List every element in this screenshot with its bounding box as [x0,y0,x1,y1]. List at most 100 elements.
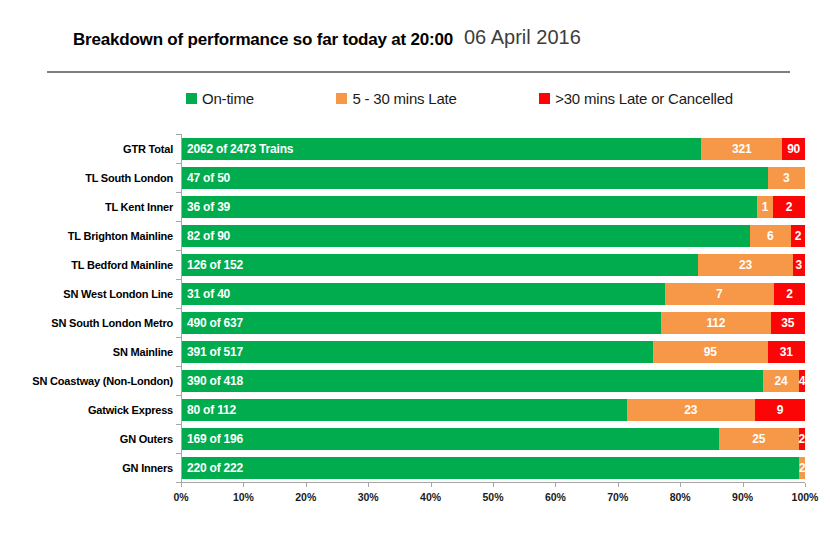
bar-segment-ontime: 2062 of 2473 Trains [181,138,701,160]
category-label: SN West London Line [0,288,181,300]
bar-track: 126 of 152233 [181,254,805,276]
bar-segment-cancelled: 2 [791,225,805,247]
x-axis-tick-label: 0% [159,491,203,503]
legend-swatch-icon [186,93,197,104]
bar-segment-late: 24 [763,370,799,392]
report-date: 06 April 2016 [464,26,581,49]
x-axis-tick [431,483,432,487]
x-axis-tick-label: 20% [284,491,328,503]
bar-segment-cancelled: 2 [774,283,805,305]
category-label: GN Inners [0,462,181,474]
x-axis-tick-label: 80% [658,491,702,503]
y-axis-line [181,134,182,482]
bar-segment-ontime: 82 of 90 [181,225,750,247]
x-axis-tick [368,483,369,487]
y-axis-tick [176,279,181,280]
category-label: GN Outers [0,433,181,445]
x-axis-tick [805,483,806,487]
y-axis-tick [176,395,181,396]
legend-label: On-time [202,90,254,107]
category-label: SN South London Metro [0,317,181,329]
x-axis-tick [743,483,744,487]
y-axis-tick [176,366,181,367]
bar-segment-ontime: 490 of 637 [181,312,661,334]
bar-segment-late: 6 [750,225,792,247]
category-label: SN Mainline [0,346,181,358]
bar-segment-ontime: 31 of 40 [181,283,665,305]
bar-segment-cancelled: 2 [773,196,805,218]
bar-segment-ontime: 220 of 222 [181,457,799,479]
bar-track: 82 of 9062 [181,225,805,247]
legend-item-2: >30 mins Late or Cancelled [539,90,733,107]
x-axis-tick-label: 50% [471,491,515,503]
y-axis-tick [176,308,181,309]
chart-row: SN West London Line31 of 4072 [0,279,830,308]
bar-track: 169 of 196252 [181,428,805,450]
bar-segment-late: 112 [661,312,771,334]
chart-row: SN Mainline391 of 5179531 [0,337,830,366]
bar-segment-cancelled: 2 [799,428,805,450]
chart-row: GN Outers169 of 196252 [0,424,830,453]
legend-swatch-icon [336,93,347,104]
bar-track: 47 of 503 [181,167,805,189]
bar-segment-cancelled: 3 [793,254,805,276]
legend-item-1: 5 - 30 mins Late [336,90,456,107]
chart-row: SN South London Metro490 of 63711235 [0,308,830,337]
y-axis-tick [176,134,181,135]
chart-row: TL Bedford Mainline126 of 152233 [0,250,830,279]
bar-track: 390 of 418244 [181,370,805,392]
bar-segment-late: 1 [757,196,773,218]
chart-row: TL Brighton Mainline82 of 9062 [0,221,830,250]
bar-track: 2062 of 2473 Trains32190 [181,138,805,160]
chart-legend: On-time 5 - 30 mins Late >30 mins Late or … [186,90,733,107]
x-axis-tick [493,483,494,487]
x-axis-tick [680,483,681,487]
bar-segment-late: 7 [665,283,774,305]
chart-row: GTR Total2062 of 2473 Trains32190 [0,134,830,163]
x-axis-tick [618,483,619,487]
bar-track: 31 of 4072 [181,283,805,305]
x-axis-tick [306,483,307,487]
y-axis-tick [176,337,181,338]
chart-row: TL South London47 of 503 [0,163,830,192]
bar-segment-ontime: 36 of 39 [181,196,757,218]
x-axis-tick-label: 70% [596,491,640,503]
dashboard-page: Breakdown of performance so far today at… [0,0,830,540]
category-label: Gatwick Express [0,404,181,416]
header-divider [47,71,790,73]
bar-track: 220 of 2222 [181,457,805,479]
performance-stacked-bar-chart: GTR Total2062 of 2473 Trains32190TL Sout… [0,134,830,482]
x-axis-tick-label: 60% [533,491,577,503]
x-axis-tick-label: 90% [721,491,765,503]
bar-segment-ontime: 80 of 112 [181,399,627,421]
chart-row: GN Inners220 of 2222 [0,453,830,482]
legend-label: 5 - 30 mins Late [352,90,456,107]
bar-segment-late: 321 [701,138,782,160]
bar-segment-cancelled: 31 [768,341,805,363]
bar-segment-late: 95 [653,341,768,363]
category-label: GTR Total [0,143,181,155]
chart-row: Gatwick Express80 of 112239 [0,395,830,424]
x-axis-tick-label: 10% [221,491,265,503]
x-axis-tick [181,483,182,487]
page-title: Breakdown of performance so far today at… [73,30,453,50]
bar-track: 36 of 3912 [181,196,805,218]
x-axis-tick-label: 30% [346,491,390,503]
bar-segment-ontime: 126 of 152 [181,254,698,276]
y-axis-tick [176,453,181,454]
category-label: TL South London [0,172,181,184]
bar-track: 80 of 112239 [181,399,805,421]
chart-row: SN Coastway (Non-London)390 of 418244 [0,366,830,395]
bar-segment-cancelled: 4 [799,370,805,392]
bar-segment-ontime: 391 of 517 [181,341,653,363]
bar-segment-late: 23 [698,254,792,276]
x-axis-tick-label: 40% [409,491,453,503]
bar-segment-cancelled: 9 [755,399,805,421]
category-label: TL Kent Inner [0,201,181,213]
bar-segment-ontime: 169 of 196 [181,428,719,450]
bar-segment-late: 23 [627,399,755,421]
bar-segment-cancelled: 35 [771,312,805,334]
x-axis-tick-label: 100% [783,491,827,503]
y-axis-tick [176,192,181,193]
x-axis-tick [555,483,556,487]
